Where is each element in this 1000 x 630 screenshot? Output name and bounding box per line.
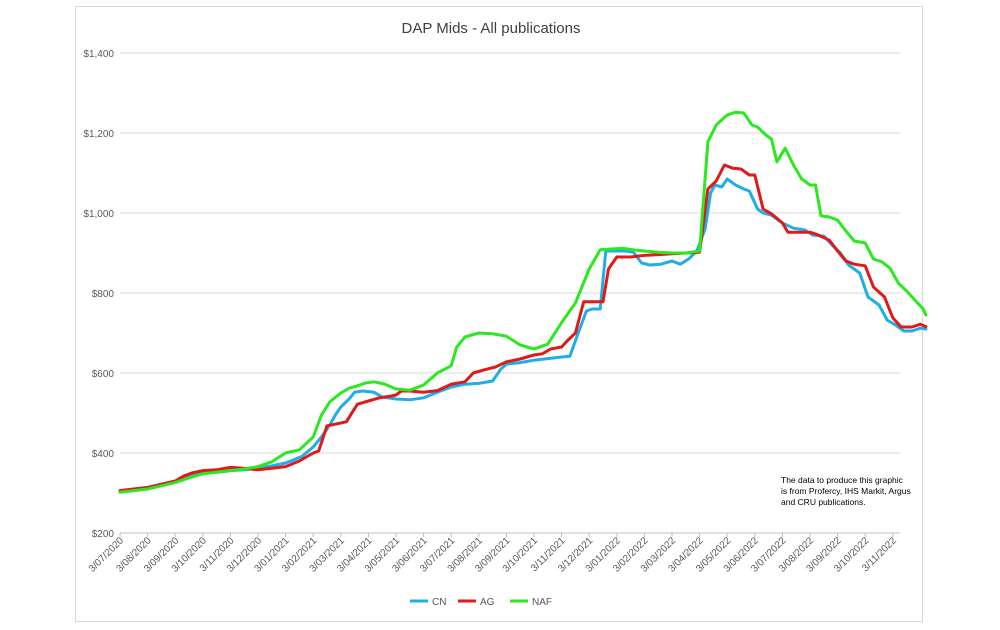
y-tick-label: $800 — [92, 289, 115, 300]
y-tick-label: $200 — [92, 529, 115, 540]
series-line-naf — [118, 110, 928, 494]
legend-label-naf: NAF — [532, 597, 552, 608]
legend-label-ag: AG — [480, 597, 495, 608]
y-tick-label: $1,400 — [83, 49, 114, 60]
axes: $200$400$600$800$1,000$1,200$1,4003/07/2… — [83, 49, 900, 575]
series-line-ag — [118, 163, 928, 493]
chart-title: DAP Mids - All publications — [402, 20, 581, 37]
y-tick-label: $600 — [92, 369, 115, 380]
chart-frame — [75, 6, 923, 622]
legend: CN AG NAF — [410, 597, 552, 608]
y-tick-label: $1,200 — [83, 129, 114, 140]
y-tick-label: $1,000 — [83, 209, 114, 220]
gridlines — [120, 52, 900, 534]
y-tick-label: $400 — [92, 449, 115, 460]
source-note: The data to produce this graphic is from… — [781, 475, 911, 507]
series-lines — [118, 110, 928, 494]
legend-label-cn: CN — [432, 597, 446, 608]
series-line-cn — [118, 177, 928, 493]
